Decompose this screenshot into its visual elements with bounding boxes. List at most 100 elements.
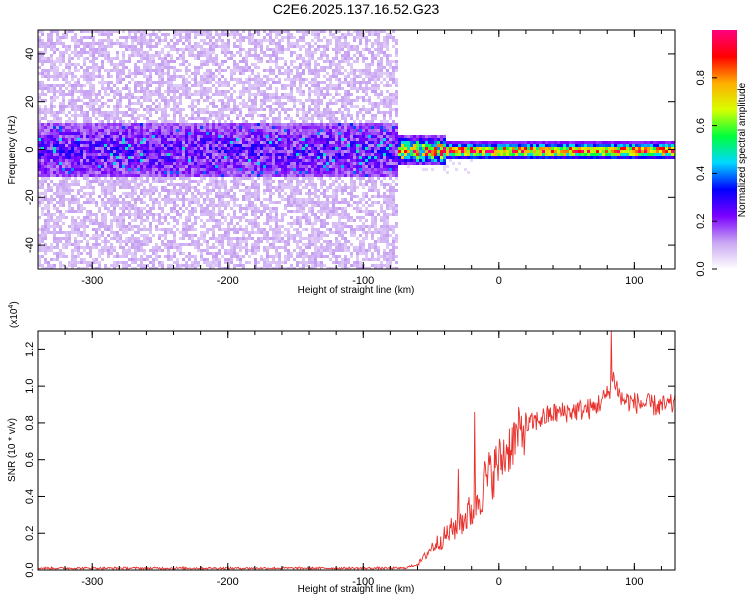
- spectrogram-cell: [107, 153, 110, 156]
- spectrogram-cell: [179, 237, 182, 240]
- spectrogram-cell: [260, 132, 263, 135]
- spectrogram-cell: [197, 204, 200, 207]
- spectrogram-cell: [209, 141, 212, 144]
- spectrogram-cell: [128, 171, 131, 174]
- spectrogram-cell: [254, 150, 257, 153]
- spectrogram-cell: [245, 69, 248, 72]
- spectrogram-cell: [77, 39, 80, 42]
- spectrogram-cell: [179, 213, 182, 216]
- spectrogram-cell: [221, 114, 224, 117]
- spectrogram-cell: [266, 138, 269, 141]
- spectrogram-cell: [191, 138, 194, 141]
- spectrogram-cell: [74, 153, 77, 156]
- spectrogram-cell: [149, 210, 152, 213]
- spectrogram-cell: [239, 69, 242, 72]
- spectrogram-cell: [98, 48, 101, 51]
- spectrogram-cell: [104, 129, 107, 132]
- spectrogram-cell: [182, 162, 185, 165]
- spectrogram-cell: [170, 75, 173, 78]
- spectrogram-cell: [164, 219, 167, 222]
- spectrogram-cell: [47, 129, 50, 132]
- spectrogram-cell: [149, 240, 152, 243]
- spectrogram-cell: [155, 171, 158, 174]
- spectrogram-cell: [200, 243, 203, 246]
- spectrogram-cell: [191, 168, 194, 171]
- spectrogram-cell: [107, 168, 110, 171]
- spectrogram-cell: [260, 159, 263, 162]
- spectrogram-cell: [239, 123, 242, 126]
- spectrogram-cell: [206, 33, 209, 36]
- spectrogram-cell: [293, 258, 296, 261]
- spectrogram-cell: [254, 84, 257, 87]
- spectrogram-cell: [80, 54, 83, 57]
- spectrogram-cell: [224, 138, 227, 141]
- spectrogram-cell: [119, 111, 122, 114]
- spectrogram-cell: [113, 57, 116, 60]
- spectrogram-cell: [47, 219, 50, 222]
- spectrogram-cell: [188, 237, 191, 240]
- spectrogram-cell: [263, 204, 266, 207]
- spectrogram-cell: [95, 168, 98, 171]
- spectrogram-cell: [92, 243, 95, 246]
- spectrogram-cell: [146, 78, 149, 81]
- spectrogram-cell: [248, 99, 251, 102]
- spectrogram-cell: [284, 63, 287, 66]
- spectrogram-cell: [125, 144, 128, 147]
- spectrogram-cell: [86, 45, 89, 48]
- spectrogram-cell: [47, 183, 50, 186]
- spectrogram-cell: [191, 147, 194, 150]
- spectrogram-cell: [50, 141, 53, 144]
- spectrogram-cell: [113, 261, 116, 264]
- spectrogram-cell: [170, 150, 173, 153]
- spectrogram-cell: [233, 177, 236, 180]
- spectrogram-cell: [179, 153, 182, 156]
- spectrogram-cell: [56, 60, 59, 63]
- spectrogram-cell: [206, 75, 209, 78]
- spectrogram-cell: [59, 165, 62, 168]
- spectrogram-cell: [56, 135, 59, 138]
- spectrogram-cell: [284, 150, 287, 153]
- spectrogram-cell: [122, 216, 125, 219]
- spectrogram-cell: [149, 207, 152, 210]
- spectrogram-cell: [290, 177, 293, 180]
- spectrogram-cell: [194, 156, 197, 159]
- spectrogram-cell: [119, 150, 122, 153]
- spectrogram-cell: [134, 66, 137, 69]
- spectrogram-cell: [92, 123, 95, 126]
- spectrogram-cell: [176, 84, 179, 87]
- spectrogram-cell: [125, 42, 128, 45]
- spectrogram-cell: [44, 177, 47, 180]
- spectrogram-cell: [164, 165, 167, 168]
- spectrogram-cell: [278, 81, 281, 84]
- spectrogram-cell: [284, 102, 287, 105]
- spectrogram-cell: [53, 162, 56, 165]
- spectrogram-cell: [68, 189, 71, 192]
- spectrogram-cell: [287, 147, 290, 150]
- spectrogram-cell: [107, 99, 110, 102]
- spectrogram-cell: [101, 39, 104, 42]
- spectrogram-cell: [191, 234, 194, 237]
- spectrogram-cell: [230, 240, 233, 243]
- spectrogram-cell: [89, 96, 92, 99]
- spectrogram-cell: [293, 99, 296, 102]
- spectrogram-cell: [68, 183, 71, 186]
- spectrogram-cell: [194, 123, 197, 126]
- spectrogram-cell: [107, 162, 110, 165]
- spectrogram-cell: [155, 120, 158, 123]
- spectrogram-cell: [209, 42, 212, 45]
- spectrogram-cell: [134, 165, 137, 168]
- spectrogram-cell: [251, 144, 254, 147]
- spectrogram-cell: [53, 90, 56, 93]
- spectrogram-cell: [284, 141, 287, 144]
- spectrogram-cell: [128, 252, 131, 255]
- spectrogram-cell: [95, 144, 98, 147]
- spectrogram-cell: [272, 30, 275, 33]
- spectrogram-cell: [209, 237, 212, 240]
- spectrogram-cell: [68, 90, 71, 93]
- spectrogram-cell: [116, 78, 119, 81]
- spectrogram-cell: [197, 135, 200, 138]
- spectrogram-cell: [275, 75, 278, 78]
- spectrogram-cell: [161, 66, 164, 69]
- spectrogram-cell: [98, 162, 101, 165]
- spectrogram-cell: [257, 261, 260, 264]
